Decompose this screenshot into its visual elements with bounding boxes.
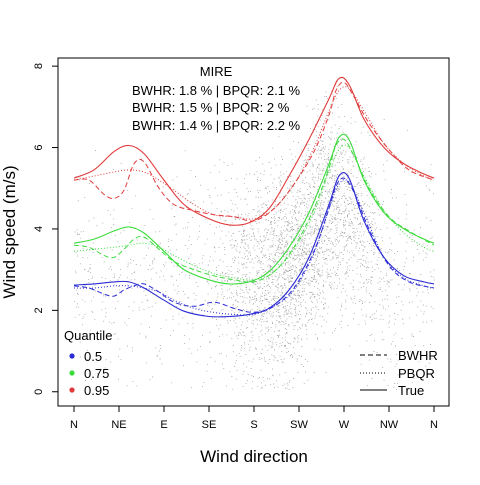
series-lines xyxy=(73,76,435,318)
y-tick-label: 4 xyxy=(33,226,45,232)
x-axis-title: Wind direction xyxy=(200,447,308,466)
legend-marker-q50 xyxy=(69,353,75,359)
x-tick-label: SW xyxy=(290,419,308,431)
x-tick-label: SE xyxy=(202,419,217,431)
x-tick-label: W xyxy=(339,419,350,431)
annotation-line: BWHR: 1.5 % | BPQR: 2 % xyxy=(132,100,290,115)
x-tick-label: E xyxy=(160,419,167,431)
mire-annotation: MIRE BWHR: 1.8 % | BPQR: 2.1 % BWHR: 1.5… xyxy=(132,64,301,133)
y-axis-title: Wind speed (m/s) xyxy=(0,165,19,298)
legend-label-true: True xyxy=(398,383,424,398)
series-line-q075-true xyxy=(73,133,435,285)
x-tick-label: NE xyxy=(111,419,126,431)
legend-label-bwhr: BWHR xyxy=(398,348,438,363)
x-tick-label: S xyxy=(250,419,257,431)
series-line-q095-true xyxy=(73,76,435,226)
series-line-q05-true xyxy=(73,172,435,318)
annotation-title: MIRE xyxy=(200,64,233,79)
legend-label-q95: 0.95 xyxy=(84,383,109,398)
legend-label-q75: 0.75 xyxy=(84,366,109,381)
series-line-q075-bwhr xyxy=(73,138,435,283)
series-line-q095-bwhr xyxy=(73,81,435,222)
legend-marker-q75 xyxy=(69,370,75,376)
y-tick-label: 8 xyxy=(33,63,45,69)
series-line-q095-pbqr xyxy=(73,86,435,220)
y-tick-label: 6 xyxy=(33,144,45,150)
quantile-legend-title: Quantile xyxy=(64,328,112,343)
method-legend: BWHR PBQR True xyxy=(360,348,438,398)
legend-label-q50: 0.5 xyxy=(84,349,102,364)
annotation-line: BWHR: 1.4 % | BPQR: 2.2 % xyxy=(132,118,301,133)
x-tick-label: N xyxy=(70,419,78,431)
x-tick-label: N xyxy=(430,419,438,431)
x-tick-label: NW xyxy=(380,419,399,431)
series-line-q075-pbqr xyxy=(73,144,435,281)
series-line-q05-pbqr xyxy=(73,179,435,316)
y-tick-label: 2 xyxy=(33,307,45,313)
x-axis: N NE E SE S SW W NW N xyxy=(70,406,438,431)
y-tick-label: 0 xyxy=(33,389,45,395)
series-line-q05-bwhr xyxy=(73,177,435,313)
legend-marker-q95 xyxy=(69,387,75,393)
y-axis: 0 2 4 6 8 xyxy=(33,63,58,395)
quantile-legend: Quantile 0.5 0.75 0.95 xyxy=(64,328,112,398)
annotation-line: BWHR: 1.8 % | BPQR: 2.1 % xyxy=(132,83,301,98)
legend-label-pbqr: PBQR xyxy=(398,366,435,381)
